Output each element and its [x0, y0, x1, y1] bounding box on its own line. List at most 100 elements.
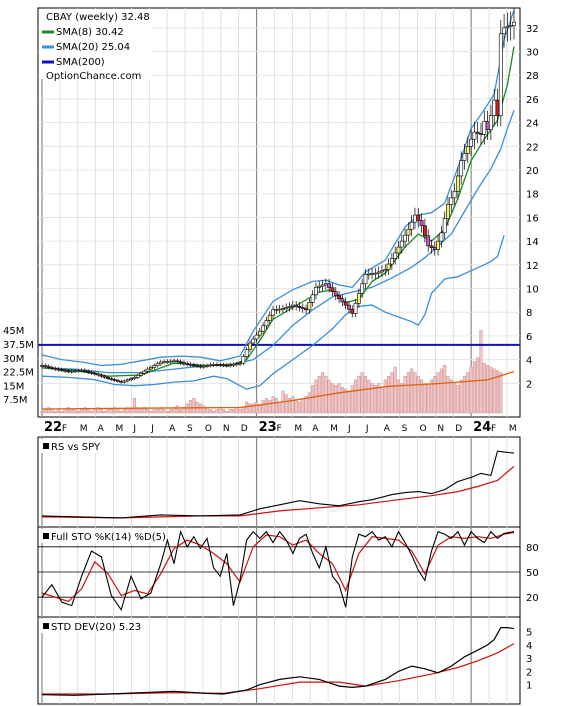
volume-bar — [410, 368, 414, 414]
sma8-line — [41, 46, 515, 377]
candle-body — [363, 273, 368, 285]
volume-bar — [165, 410, 169, 414]
price-tick-label: 8 — [526, 308, 532, 319]
legend-entry: SMA(20) 25.04 — [56, 42, 130, 53]
volume-bar — [486, 364, 490, 414]
volume-bar — [476, 357, 480, 414]
price-tick-label: 16 — [526, 213, 539, 224]
volume-bar — [66, 407, 70, 414]
stddev-tick-label: 1 — [526, 681, 532, 692]
volume-bar — [156, 409, 160, 414]
candle-body — [168, 360, 173, 363]
candle-body — [79, 369, 84, 372]
price-tick-label: 12 — [526, 261, 539, 272]
volume-bar — [380, 387, 384, 414]
candle-body — [248, 342, 252, 351]
volume-bar — [149, 410, 153, 414]
candle-body — [353, 303, 358, 314]
x-tick-label: 24 — [473, 420, 491, 435]
volume-bar — [317, 376, 321, 414]
price-tick-label: 10 — [526, 285, 539, 296]
candle-body — [139, 372, 143, 376]
volume-bar — [175, 405, 179, 414]
volume-bar — [489, 366, 493, 414]
volume-bar — [436, 372, 440, 414]
candle-body — [307, 302, 312, 311]
volume-bar — [416, 376, 420, 414]
candle-body — [244, 349, 249, 357]
x-tick-label: F — [491, 424, 496, 434]
stddev-tick-label: 5 — [526, 628, 532, 639]
candle-body — [224, 364, 229, 367]
volume-bar — [284, 394, 288, 414]
volume-bar — [132, 398, 136, 414]
candle-body — [135, 375, 140, 378]
volume-bar — [235, 407, 239, 414]
volume-bar — [311, 385, 315, 414]
candle-body — [142, 370, 147, 374]
volume-bar — [449, 379, 453, 414]
candle-body — [218, 364, 223, 366]
x-tick-label: M — [116, 424, 124, 434]
volume-bar — [202, 405, 206, 414]
volume-bar — [231, 409, 235, 414]
candle-body — [356, 292, 361, 304]
candle-body — [182, 362, 186, 364]
price-tick-label: 28 — [526, 71, 539, 82]
candle-body — [56, 368, 61, 371]
candle-body — [228, 364, 233, 367]
candle-body — [495, 99, 500, 116]
candle-body — [83, 369, 87, 372]
x-tick-label: S — [187, 424, 193, 434]
x-tick-label: F — [276, 424, 281, 434]
volume-bar — [443, 364, 447, 414]
candle-body — [475, 131, 480, 134]
price-tick-label: 20 — [526, 166, 539, 177]
volume-bar — [103, 410, 107, 414]
stochastic-d-line — [41, 531, 515, 603]
volume-bar — [387, 376, 391, 414]
volume-bar — [152, 409, 156, 414]
candle-body — [502, 27, 506, 35]
candle-body — [436, 240, 440, 250]
stochastic-tick-label: 50 — [526, 568, 539, 579]
volume-bar — [218, 407, 222, 414]
volume-bar — [354, 379, 358, 414]
candle-body — [304, 308, 308, 311]
volume-bar — [439, 368, 443, 414]
candle-body — [191, 364, 196, 367]
candle-body — [172, 360, 176, 363]
volume-bar — [238, 409, 242, 414]
chart-series — [38, 8, 520, 696]
price-tick-label: 24 — [526, 119, 539, 130]
candle-body — [347, 304, 351, 310]
x-tick-label: D — [241, 424, 248, 434]
candle-body — [416, 214, 421, 221]
volume-bar — [60, 410, 64, 414]
volume-bar — [482, 363, 486, 414]
candle-body — [66, 370, 71, 373]
volume-bar — [377, 383, 381, 414]
candle-body — [50, 367, 54, 369]
volume-bar — [96, 407, 100, 414]
x-tick-label: N — [437, 424, 444, 434]
candle-body — [215, 364, 219, 366]
candle-body — [112, 379, 117, 381]
x-tick-label: J — [347, 424, 351, 434]
volume-tick-label: 15M — [3, 381, 24, 392]
price-tick-label: 30 — [526, 48, 539, 59]
candle-body — [386, 263, 391, 270]
volume-bar — [288, 398, 292, 414]
candle-body — [281, 308, 285, 310]
volume-bar — [479, 330, 483, 414]
candle-body — [43, 365, 48, 367]
sma20-line — [41, 110, 515, 374]
volume-bar — [278, 401, 282, 414]
volume-tick-label: 37.5M — [3, 340, 34, 351]
price-tick-label: 6 — [526, 332, 532, 343]
candle-body — [132, 377, 137, 379]
candle-body — [274, 309, 279, 311]
volume-bar — [396, 379, 400, 414]
price-tick-label: 18 — [526, 190, 539, 201]
x-tick-label: O — [420, 424, 427, 434]
